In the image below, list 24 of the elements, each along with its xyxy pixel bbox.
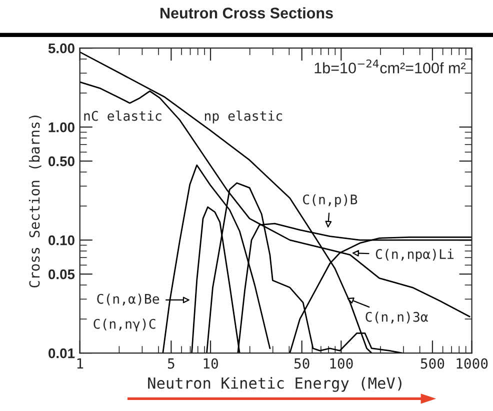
x-tick-label: 5 (168, 358, 174, 369)
annotation: np elastic (204, 110, 282, 124)
annotation: C(n,α)Be (97, 294, 160, 306)
annotation: C(n,p)B (303, 194, 358, 207)
y-tick-label: 0.50 (48, 156, 74, 166)
y-tick-label: 0.10 (48, 235, 74, 246)
y-tick-label: 5.00 (48, 43, 74, 54)
x-tick-label: 1000 (456, 358, 488, 369)
y-tick-label: 0.01 (48, 348, 75, 358)
x-tick-label: 100 (330, 358, 353, 369)
chart-title: Neutron Cross Sections (160, 7, 333, 18)
x-axis-title: Neutron Kinetic Energy (MeV) (148, 376, 402, 392)
x-tick-label: 10 (204, 358, 218, 369)
x-tick-label: 50 (294, 358, 310, 369)
y-tick-label: 1.00 (48, 122, 74, 132)
y-tick-label: 0.05 (48, 269, 75, 280)
annotation: nC elastic (84, 110, 162, 121)
y-axis-title: Cross Section (barns) (28, 116, 42, 288)
x-tick-label: 1 (77, 358, 84, 369)
annotation: C(n,n)3α (366, 312, 428, 324)
annotation: 1b=10$^{−24}$cm²=100f m² (314, 59, 466, 74)
x-tick-label: 500 (420, 358, 444, 369)
annotation: C(n,npα)Li (376, 248, 454, 262)
annotation: C(n,nγ)C (94, 318, 156, 332)
